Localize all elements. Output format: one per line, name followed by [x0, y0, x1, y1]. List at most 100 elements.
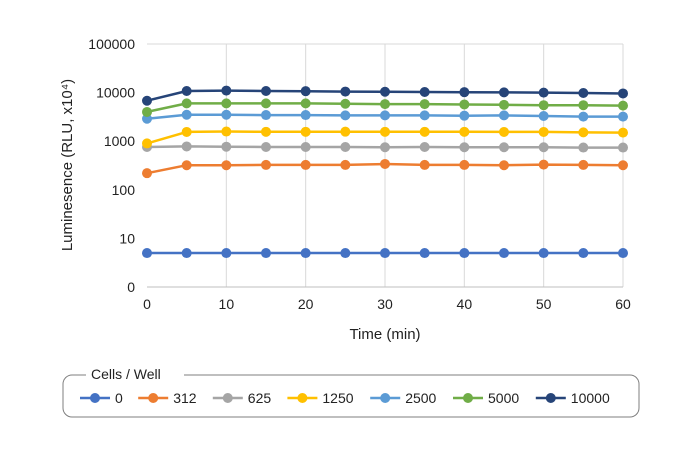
y-tick-label: 10000 — [96, 85, 135, 101]
data-point — [221, 85, 232, 96]
data-point — [380, 248, 390, 259]
data-point — [221, 109, 232, 120]
data-point — [459, 142, 470, 153]
x-tick-label: 20 — [298, 296, 314, 312]
data-point — [181, 160, 192, 171]
data-point — [181, 126, 192, 137]
legend-swatch-marker — [222, 393, 233, 403]
data-point — [261, 98, 271, 109]
data-point — [578, 159, 589, 170]
data-point — [340, 110, 351, 121]
data-point — [261, 110, 271, 121]
data-point — [419, 159, 430, 170]
data-point — [221, 98, 232, 109]
data-point — [181, 85, 192, 96]
data-point — [459, 110, 470, 121]
data-point — [380, 142, 390, 153]
data-point — [261, 159, 271, 170]
data-point — [419, 126, 430, 137]
data-point — [142, 95, 152, 106]
data-point — [221, 141, 232, 152]
data-point — [578, 100, 589, 111]
data-point — [499, 126, 509, 137]
y-tick-label: 10 — [119, 230, 135, 246]
x-tick-label: 60 — [615, 296, 631, 312]
data-point — [538, 248, 549, 259]
data-point — [499, 160, 509, 171]
legend: Cells / Well 0 312 625 1250 2500 5000 10000 — [62, 365, 640, 418]
legend-item-625: 625 — [212, 390, 271, 406]
series-1250 — [142, 126, 628, 149]
data-point — [221, 160, 232, 171]
data-point — [499, 87, 509, 98]
data-point — [499, 142, 509, 153]
legend-item-5000: 5000 — [453, 390, 519, 406]
legend-item-0: 0 — [80, 390, 123, 406]
data-point — [221, 248, 232, 259]
data-point — [340, 248, 351, 259]
data-point — [340, 126, 351, 137]
x-tick-label: 0 — [143, 296, 151, 312]
legend-label: 5000 — [488, 390, 519, 406]
data-point — [181, 98, 192, 109]
data-point — [300, 141, 311, 152]
data-point — [380, 86, 390, 97]
data-point — [459, 248, 470, 259]
data-point — [459, 87, 470, 98]
legend-swatch-marker — [463, 393, 473, 403]
data-point — [618, 248, 628, 259]
data-point — [578, 142, 589, 153]
data-point — [618, 100, 628, 111]
series-group — [142, 85, 628, 259]
legend-title: Cells / Well — [91, 366, 161, 382]
data-point — [419, 110, 430, 121]
legend-box — [62, 374, 640, 418]
legend-swatch-marker — [545, 393, 556, 403]
y-tick-label: 1000 — [104, 133, 135, 149]
y-axis-title: Luminesence (RLU, x10⁴) — [59, 79, 76, 251]
legend-item-10000: 10000 — [535, 390, 610, 406]
legend-label: 1250 — [322, 390, 353, 406]
data-point — [459, 159, 470, 170]
data-point — [300, 86, 311, 97]
data-point — [538, 87, 549, 98]
y-axis-tick-labels: 0 10 100 1000 10000 100000 — [88, 36, 135, 295]
x-axis-title: Time (min) — [349, 326, 420, 343]
legend-item-312: 312 — [138, 390, 197, 406]
data-point — [261, 85, 271, 96]
data-point — [300, 98, 311, 109]
data-point — [538, 159, 549, 170]
data-point — [380, 99, 390, 110]
data-point — [618, 142, 628, 153]
data-point — [340, 98, 351, 109]
data-point — [419, 248, 430, 259]
data-point — [578, 248, 589, 259]
data-point — [221, 126, 232, 137]
data-point — [419, 141, 430, 152]
legend-item-2500: 2500 — [370, 390, 437, 406]
data-point — [142, 138, 152, 149]
data-point — [340, 159, 351, 170]
x-tick-label: 30 — [377, 296, 393, 312]
data-point — [578, 88, 589, 99]
legend-label: 2500 — [405, 390, 436, 406]
legend-item-1250: 1250 — [287, 390, 354, 406]
series-0 — [142, 248, 628, 259]
data-point — [499, 99, 509, 110]
data-point — [340, 86, 351, 97]
data-point — [618, 111, 628, 122]
data-point — [300, 248, 311, 259]
legend-label: 10000 — [571, 390, 610, 406]
data-point — [300, 159, 311, 170]
legend-swatch-marker — [297, 393, 308, 403]
x-tick-label: 40 — [457, 296, 473, 312]
x-tick-label: 50 — [536, 296, 552, 312]
data-point — [618, 127, 628, 138]
data-point — [459, 99, 470, 110]
data-point — [340, 141, 351, 152]
data-point — [380, 110, 390, 121]
y-tick-label: 100000 — [88, 36, 135, 52]
y-tick-label: 100 — [112, 182, 136, 198]
data-point — [181, 141, 192, 152]
data-point — [538, 100, 549, 111]
